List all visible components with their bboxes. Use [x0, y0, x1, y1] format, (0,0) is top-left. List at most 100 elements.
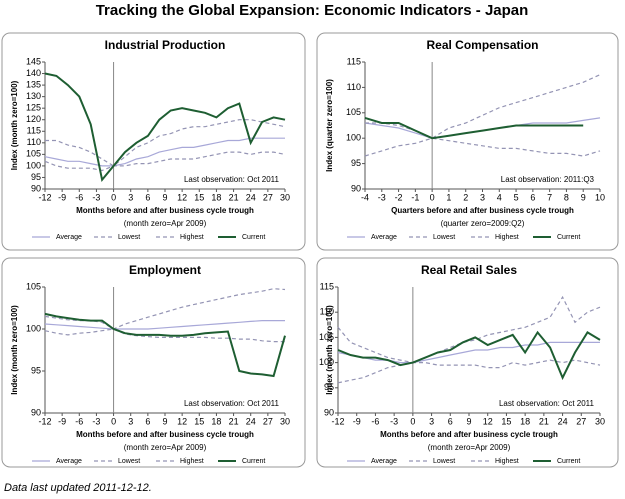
x-tick-label: 1: [446, 192, 451, 202]
annotation: Last observation: Oct 2011: [184, 175, 280, 184]
y-tick-label: 110: [347, 82, 361, 92]
x-tick-label: 30: [595, 416, 605, 426]
x-tick-label: -9: [353, 416, 361, 426]
x-tick-label: -12: [331, 416, 344, 426]
series-line: [44, 72, 286, 183]
y-tick-label: 95: [324, 382, 334, 392]
series-line: [44, 151, 286, 172]
x-tick-label: -3: [378, 192, 386, 202]
x-axis-note: (quarter zero=2009:Q2): [441, 219, 525, 228]
x-tick-label: 27: [263, 192, 273, 202]
x-tick-label: -1: [411, 192, 419, 202]
legend-label: Average: [56, 234, 82, 241]
x-tick-label: 10: [595, 192, 605, 202]
legend-label: Current: [557, 234, 580, 241]
legend-label: Lowest: [118, 234, 140, 241]
x-tick-label: 15: [194, 192, 204, 202]
y-tick-label: 95: [31, 172, 41, 182]
y-tick-label: 105: [319, 332, 334, 342]
y-tick-label: 95: [31, 365, 41, 375]
series-line: [364, 137, 601, 157]
x-tick-label: 24: [246, 192, 256, 202]
x-tick-label: 12: [177, 192, 187, 202]
x-tick-label: 0: [430, 192, 435, 202]
y-tick-label: 130: [26, 91, 41, 101]
y-tick-label: 105: [26, 281, 41, 291]
y-tick-label: 135: [26, 79, 41, 89]
x-tick-label: 4: [497, 192, 502, 202]
annotation: Last observation: Oct 2011: [499, 399, 595, 408]
y-axis-label: Index (month zero=100): [10, 305, 19, 395]
y-tick-label: 115: [27, 126, 41, 136]
x-axis-label: Months before and after business cycle t…: [380, 430, 558, 439]
x-tick-label: 24: [246, 416, 256, 426]
x-axis-note: (month zero=Apr 2009): [428, 443, 511, 452]
series-line: [337, 341, 600, 364]
x-tick-label: 12: [483, 416, 493, 426]
x-tick-label: 6: [448, 416, 453, 426]
y-tick-label: 120: [26, 114, 41, 124]
x-tick-label: -2: [395, 192, 403, 202]
x-tick-label: 30: [280, 416, 290, 426]
x-tick-label: 6: [145, 192, 150, 202]
x-tick-label: 21: [229, 416, 239, 426]
panel-title: Employment: [129, 263, 201, 277]
x-axis-label: Quarters before and after business cycle…: [391, 206, 574, 215]
y-axis-label: Index (quarter zero=100): [325, 79, 334, 172]
x-tick-label: 15: [501, 416, 511, 426]
series-line: [44, 320, 285, 330]
panel-title: Industrial Production: [105, 38, 226, 52]
x-tick-label: 21: [229, 192, 239, 202]
series-line: [44, 288, 286, 330]
x-tick-label: 9: [581, 192, 586, 202]
series-line: [44, 312, 286, 378]
x-tick-label: 15: [194, 416, 204, 426]
y-tick-label: 100: [319, 357, 334, 367]
y-tick-label: 90: [31, 407, 41, 417]
series-line: [364, 117, 601, 139]
legend-label: Highest: [180, 458, 204, 465]
x-tick-label: 3: [128, 192, 133, 202]
panel: [1, 32, 306, 251]
x-tick-label: 12: [177, 416, 187, 426]
series-line: [364, 116, 584, 140]
x-axis-label: Months before and after business cycle t…: [76, 206, 254, 215]
x-tick-label: 9: [162, 192, 167, 202]
x-tick-label: 6: [530, 192, 535, 202]
x-tick-label: 18: [520, 416, 530, 426]
y-tick-label: 140: [26, 68, 41, 78]
panel: [316, 257, 619, 468]
y-tick-label: 115: [347, 56, 361, 66]
legend-label: Highest: [495, 234, 519, 241]
panel-title: Real Compensation: [426, 38, 538, 52]
x-tick-label: 7: [547, 192, 552, 202]
x-tick-label: 9: [466, 416, 471, 426]
series-line: [44, 137, 285, 167]
y-tick-label: 100: [346, 133, 361, 143]
y-tick-label: 145: [26, 56, 41, 66]
series-line: [337, 295, 601, 364]
legend-label: Current: [242, 234, 265, 241]
y-tick-label: 90: [31, 183, 41, 193]
legend-label: Lowest: [433, 458, 455, 465]
y-tick-label: 90: [324, 407, 334, 417]
footer: Data last updated 2011-12-12.: [4, 482, 152, 494]
legend-label: Current: [557, 458, 580, 465]
legend-label: Average: [371, 458, 397, 465]
series-line: [337, 359, 601, 384]
x-tick-label: -9: [58, 192, 66, 202]
series-line: [44, 328, 285, 343]
page-title: Tracking the Global Expansion: Economic …: [96, 2, 529, 19]
x-tick-label: 18: [211, 192, 221, 202]
y-tick-label: 110: [27, 137, 41, 147]
y-tick-label: 90: [351, 183, 361, 193]
x-tick-label: -3: [390, 416, 398, 426]
annotation: Last observation: 2011:Q3: [501, 175, 595, 184]
x-tick-label: 24: [558, 416, 568, 426]
x-tick-label: -6: [75, 192, 83, 202]
legend-label: Highest: [495, 458, 519, 465]
x-tick-label: -12: [38, 192, 51, 202]
legend-label: Lowest: [433, 234, 455, 241]
x-tick-label: 2: [463, 192, 468, 202]
y-axis-label: Index (month zero=100): [325, 305, 334, 395]
